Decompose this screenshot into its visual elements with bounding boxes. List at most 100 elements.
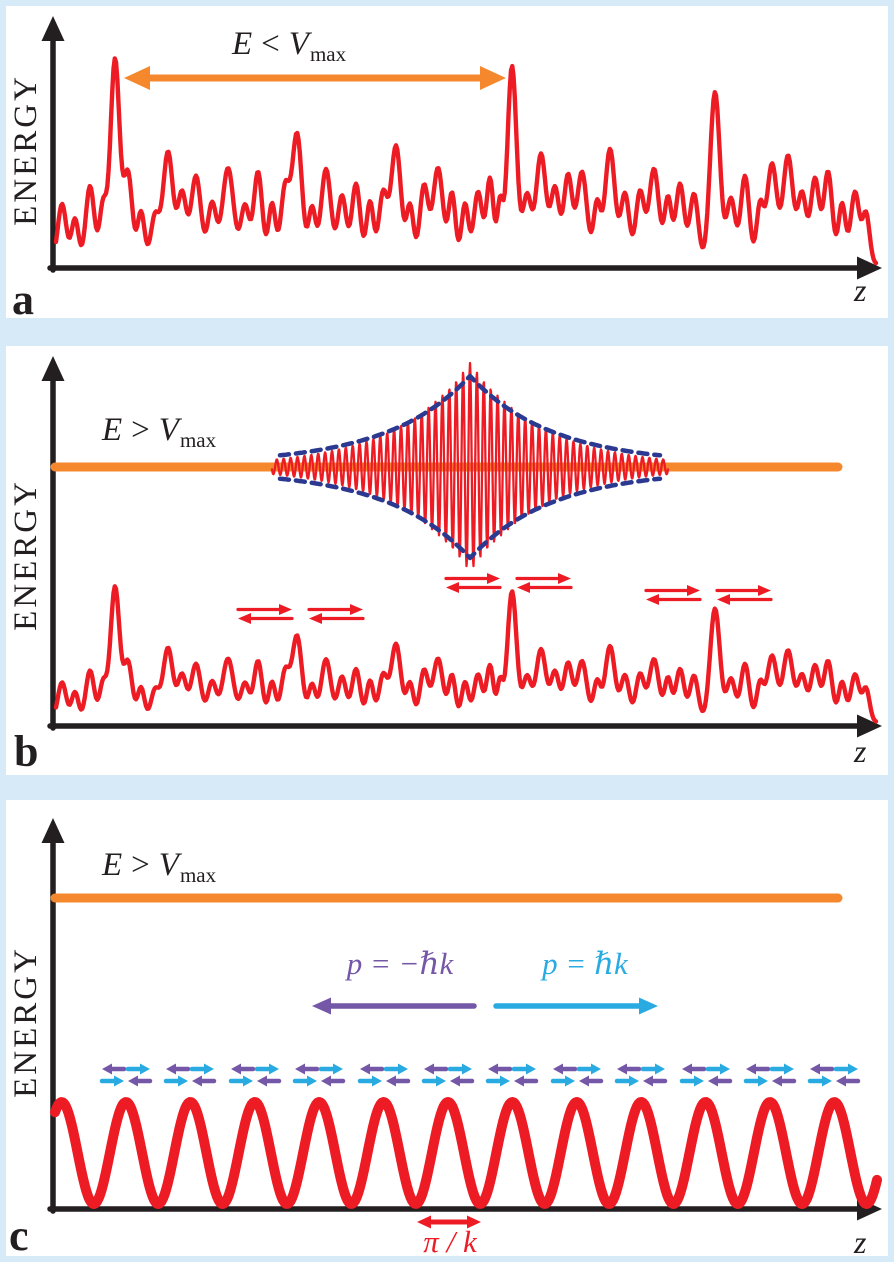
photon-arrow-left-head-icon [810, 1063, 820, 1075]
photon-arrow-right-head-icon [694, 1075, 704, 1087]
energy-condition-label-c: E > Vmax [102, 847, 216, 888]
photon-arrow-left-head-icon [746, 1063, 756, 1075]
photon-arrow-right-head-icon [333, 1063, 343, 1075]
lattice-period-arrow-head-icon [417, 1215, 431, 1229]
inequality-sign: > [131, 412, 150, 448]
scattering-arrow-right-head-icon [279, 604, 292, 615]
photon-arrow-left-head-icon [386, 1075, 396, 1087]
panel-letter-c: c [9, 1211, 29, 1260]
panel-letter-b: b [14, 727, 39, 776]
scattering-arrow-left-head-icon [646, 594, 659, 605]
photon-arrow-left-head-icon [553, 1063, 563, 1075]
photon-arrow-right-head-icon [372, 1075, 382, 1087]
photon-arrow-right-head-icon [114, 1075, 124, 1087]
localization-extent-arrow-head-icon [480, 66, 506, 90]
scattering-arrow-left-head-icon [517, 582, 530, 593]
photon-arrow-right-head-icon [436, 1075, 446, 1087]
photon-arrow-right-head-icon [720, 1063, 730, 1075]
disorder-potential-curve [53, 584, 879, 724]
photon-arrow-right-head-icon [784, 1063, 794, 1075]
photon-arrow-right-head-icon [629, 1075, 639, 1087]
x-axis-label-z-b: z [854, 733, 867, 769]
y-axis-arrowhead-icon [41, 16, 65, 41]
scattering-arrow-right-head-icon [350, 604, 363, 615]
photon-arrow-left-head-icon [192, 1075, 202, 1087]
panel-c [6, 800, 888, 1256]
panel-a-plot [41, 16, 882, 280]
photon-arrow-right-head-icon [848, 1063, 858, 1075]
photon-arrow-left-head-icon [450, 1075, 460, 1087]
potential-symbol: V [158, 412, 179, 448]
y-axis-label-energy-b: ENERGY [8, 479, 44, 631]
potential-symbol: V [288, 26, 309, 62]
photon-arrow-right-head-icon [758, 1075, 768, 1087]
x-axis-label-z-a: z [854, 272, 867, 308]
lattice-period-label: π / k [423, 1224, 477, 1259]
scattering-arrow-left-head-icon [238, 613, 251, 624]
photon-arrow-left-head-icon [321, 1075, 331, 1087]
photon-arrow-left-head-icon [617, 1063, 627, 1075]
lattice-period-arrow-head-icon [467, 1215, 481, 1229]
energy-condition-label-a: E < Vmax [232, 26, 346, 67]
momentum-arrow-right-head-icon [639, 997, 658, 1015]
panel-c-plot [41, 818, 882, 1229]
photon-arrow-left-head-icon [708, 1075, 718, 1087]
photon-arrow-right-head-icon [822, 1075, 832, 1087]
panel-b-plot [41, 356, 882, 738]
photon-arrow-right-head-icon [462, 1063, 472, 1075]
photon-arrow-left-head-icon [166, 1063, 176, 1075]
photon-arrow-right-head-icon [269, 1063, 279, 1075]
scattering-arrow-right-head-icon [687, 585, 700, 596]
potential-subscript: max [179, 863, 217, 887]
energy-symbol: E [102, 847, 123, 883]
photon-arrow-right-head-icon [178, 1075, 188, 1087]
wavepacket-envelope-top [277, 373, 663, 458]
photon-arrow-left-head-icon [295, 1063, 305, 1075]
photon-arrow-left-head-icon [643, 1075, 653, 1087]
photon-arrow-left-head-icon [579, 1075, 589, 1087]
scattering-arrow-right-head-icon [558, 573, 571, 584]
photon-arrow-left-head-icon [772, 1075, 782, 1087]
energy-symbol: E [102, 412, 123, 448]
scattering-arrow-right-head-icon [758, 585, 771, 596]
momentum-left-label: p = −ℏk [346, 946, 454, 981]
photon-arrow-left-head-icon [231, 1063, 241, 1075]
energy-condition-label-b: E > Vmax [102, 412, 216, 453]
localization-extent-arrow-head-icon [124, 66, 150, 90]
photon-arrow-right-head-icon [204, 1063, 214, 1075]
optical-lattice-curve [50, 1097, 882, 1209]
panel-b [6, 346, 888, 775]
y-axis-label-energy-c: ENERGY [8, 946, 44, 1098]
photon-arrow-right-head-icon [526, 1063, 536, 1075]
photon-arrow-right-head-icon [140, 1063, 150, 1075]
photon-arrow-left-head-icon [488, 1063, 498, 1075]
photon-arrow-left-head-icon [514, 1075, 524, 1087]
x-axis-arrowhead-icon [857, 714, 882, 738]
potential-symbol: V [158, 847, 179, 883]
photon-arrow-left-head-icon [128, 1075, 138, 1087]
y-axis-label-energy-a: ENERGY [8, 74, 44, 226]
panel-letter-a: a [12, 275, 34, 324]
energy-symbol: E [232, 26, 253, 62]
momentum-arrow-left-head-icon [312, 997, 331, 1015]
scattering-arrow-left-head-icon [446, 582, 459, 593]
wavepacket-carrier-curve [270, 361, 670, 568]
scattering-arrow-left-head-icon [717, 594, 730, 605]
wavepacket-envelope-bottom [277, 476, 663, 561]
photon-arrow-left-head-icon [257, 1075, 267, 1087]
x-axis-label-z-c: z [854, 1224, 867, 1260]
disorder-potential-curve [53, 56, 879, 266]
photon-arrow-right-head-icon [500, 1075, 510, 1087]
inequality-sign: < [261, 26, 280, 62]
y-axis-arrowhead-icon [41, 818, 65, 843]
momentum-right-label: p = ℏk [542, 946, 628, 981]
photon-arrow-right-head-icon [565, 1075, 575, 1087]
photon-arrow-left-head-icon [836, 1075, 846, 1087]
scattering-arrow-right-head-icon [487, 573, 500, 584]
potential-subscript: max [179, 428, 217, 452]
potential-subscript: max [309, 42, 347, 66]
inequality-sign: > [131, 847, 150, 883]
photon-arrow-left-head-icon [102, 1063, 112, 1075]
scattering-arrow-left-head-icon [309, 613, 322, 624]
